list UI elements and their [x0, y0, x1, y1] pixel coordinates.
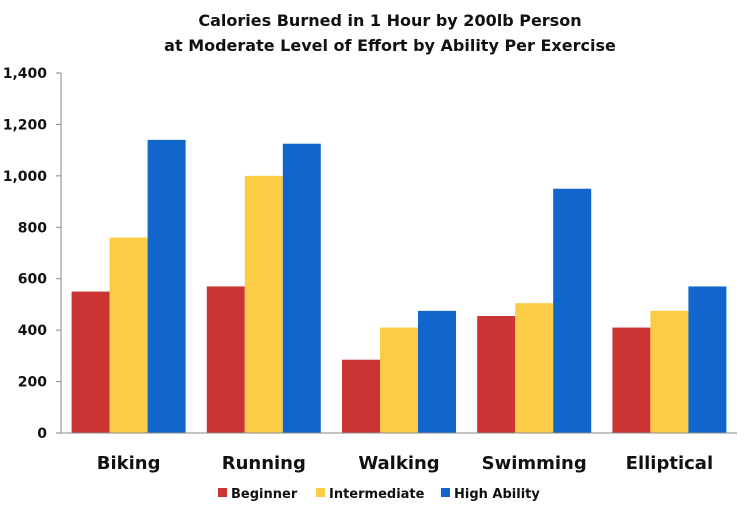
x-tick-label: Running: [222, 453, 306, 474]
bar-biking-beginner: [71, 291, 110, 433]
y-tick-label: 600: [18, 272, 47, 288]
bar-walking-beginner: [342, 359, 380, 433]
legend-swatch: [316, 488, 325, 497]
legend-label: High Ability: [454, 487, 540, 502]
legend-label: Beginner: [231, 487, 298, 502]
bar-biking-high-ability: [147, 139, 186, 433]
legend-label: Intermediate: [329, 487, 425, 502]
bar-swimming-beginner: [477, 316, 516, 433]
bar-running-high-ability: [282, 143, 321, 433]
bar-elliptical-intermediate: [650, 310, 689, 433]
y-tick-label: 0: [37, 426, 47, 442]
bar-swimming-intermediate: [515, 303, 554, 433]
chart-subtitle: at Moderate Level of Effort by Ability P…: [164, 36, 616, 55]
y-tick-label: 1,200: [3, 117, 48, 133]
x-tick-label: Elliptical: [626, 453, 713, 474]
bar-elliptical-high-ability: [688, 286, 727, 433]
legend-swatch: [441, 488, 450, 497]
y-tick-label: 400: [18, 323, 47, 339]
bar-walking-intermediate: [380, 327, 418, 433]
chart-title: Calories Burned in 1 Hour by 200lb Perso…: [198, 11, 581, 30]
y-tick-label: 800: [18, 220, 47, 236]
legend-swatch: [218, 488, 227, 497]
bar-walking-high-ability: [418, 310, 456, 433]
y-tick-label: 200: [18, 375, 47, 391]
y-tick-label: 1,000: [3, 169, 48, 185]
bar-swimming-high-ability: [553, 188, 592, 433]
x-tick-label: Walking: [358, 453, 439, 474]
bar-running-beginner: [206, 286, 245, 433]
bar-running-intermediate: [244, 175, 283, 433]
bar-elliptical-beginner: [612, 327, 651, 433]
y-tick-label: 1,400: [3, 66, 48, 82]
x-tick-label: Biking: [97, 453, 161, 474]
bar-biking-intermediate: [109, 237, 148, 433]
x-tick-label: Swimming: [482, 453, 587, 474]
